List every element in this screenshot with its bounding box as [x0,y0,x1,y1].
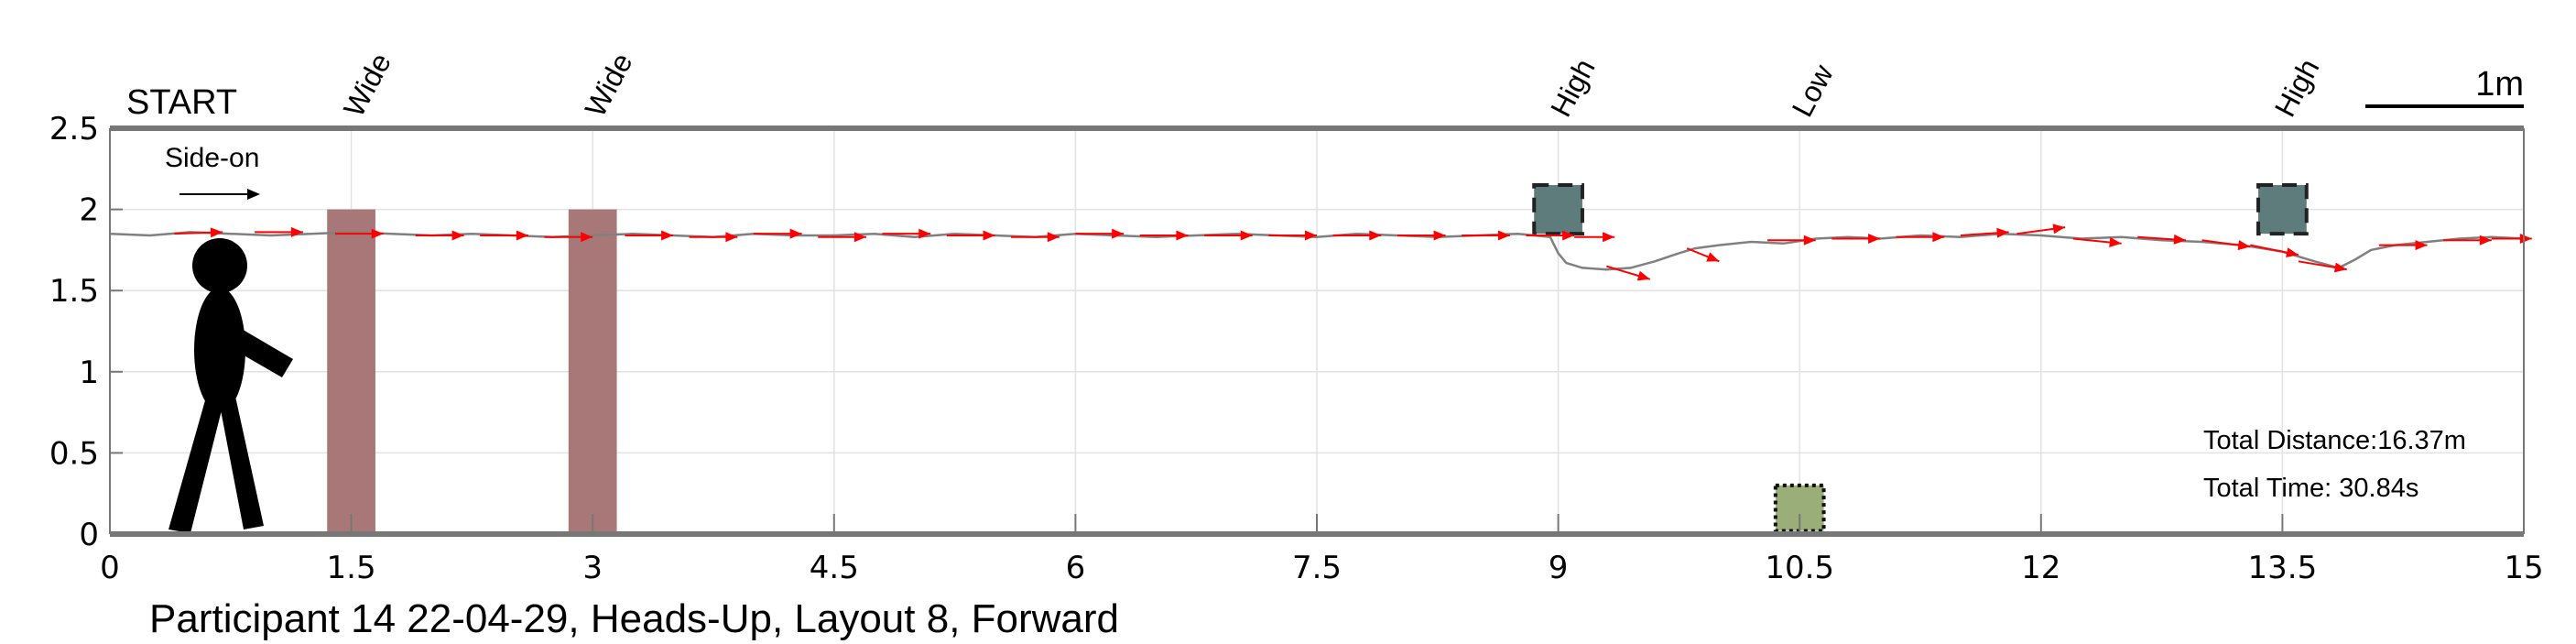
velocity-arrow [335,228,384,239]
velocity-arrow [2378,240,2428,251]
velocity-arrow [2201,239,2251,251]
velocity-arrow [1686,247,1720,263]
velocity-arrow [255,226,303,237]
velocity-arrow [1526,230,1575,241]
velocity-arrow [2443,235,2492,246]
velocity-arrow [415,230,464,241]
obstacle-wide [568,209,617,534]
velocity-arrow [1767,235,1816,246]
velocity-arrow [1397,230,1446,241]
obstacles-layer [327,183,2309,534]
velocity-arrow [689,232,738,243]
x-tick-label: 9 [1549,550,1569,586]
y-tick-label: 0.5 [49,435,99,472]
x-tick-label: 1.5 [327,550,376,586]
start-label: START [126,83,237,122]
direction-arrow [179,189,260,200]
velocity-arrow [1075,228,1125,239]
velocity-arrow [1462,230,1510,241]
obstacle-high [1532,183,1584,236]
velocity-arrow [2072,237,2122,247]
obstacle-label: Wide [579,48,639,122]
person-arm [234,328,293,377]
person-head [192,238,247,293]
x-tick-label: 13.5 [2248,550,2318,586]
velocity-arrow [544,232,593,243]
obstacle-label: High [2268,53,2326,122]
velocity-arrow [625,230,674,241]
velocity-arrow [2250,244,2299,258]
velocity-arrow [1203,230,1253,241]
velocity-arrow [2016,224,2066,235]
y-tick-label: 1 [79,355,99,391]
velocity-arrow [1139,230,1189,241]
grid-lines [109,127,2525,535]
velocity-arrow [1831,233,1881,244]
y-tick-label: 1.5 [49,273,99,310]
chart-title: Participant 14 22-04-29, Heads-Up, Layou… [149,596,1119,641]
person-torso [194,288,245,412]
velocity-arrow [2491,233,2532,244]
x-tick-label: 6 [1066,550,1086,586]
velocity-arrow [2137,234,2187,245]
y-tick-label: 0 [79,517,99,553]
x-tick-label: 3 [582,550,603,586]
velocity-arrow [946,230,995,241]
velocity-arrow [818,232,866,243]
velocity-arrow [1332,230,1382,241]
velocity-arrow [1011,232,1060,243]
obstacle-labels: Wide Wide High Low High [337,48,2325,122]
x-tick-label: 0 [100,550,120,586]
obstacle-label: Low [1786,59,1841,123]
x-tick-label: 15 [2504,550,2543,586]
velocity-arrow [882,228,931,239]
velocity-arrow [753,228,802,239]
y-axis-ticks: 0 0.5 1 1.5 2 2.5 [49,111,123,553]
total-time: Total Time: 30.84s [2203,474,2418,503]
x-tick-label: 10.5 [1765,550,1834,586]
obstacle-high [2256,183,2309,236]
velocity-arrow [1896,232,1945,243]
y-tick-label: 2 [79,192,99,229]
obstacle-label: Wide [337,48,397,122]
obstacle-label: High [1544,53,1602,122]
velocity-arrow [1574,232,1615,243]
velocity-arrow [1606,265,1651,281]
velocity-arrows [174,224,2532,281]
total-distance: Total Distance:16.37m [2203,426,2466,455]
direction-label: Side-on [165,143,259,173]
velocity-arrow [174,227,223,238]
person-right-leg [218,392,264,529]
x-tick-label: 4.5 [810,550,859,586]
velocity-arrow [2298,260,2347,273]
velocity-arrow [1268,230,1317,241]
obstacle-wide [327,209,375,534]
x-axis-ticks: 0 1.5 3 4.5 6 7.5 9 10.5 12 13.5 15 [100,514,2544,586]
scale-bar-label: 1m [2475,65,2524,104]
velocity-arrow [1960,227,2009,238]
person-figure [168,238,293,533]
velocity-arrow [480,230,528,241]
person-left-leg [168,394,225,533]
x-tick-label: 12 [2021,550,2060,586]
y-tick-label: 2.5 [49,111,99,147]
x-tick-label: 7.5 [1292,550,1342,586]
